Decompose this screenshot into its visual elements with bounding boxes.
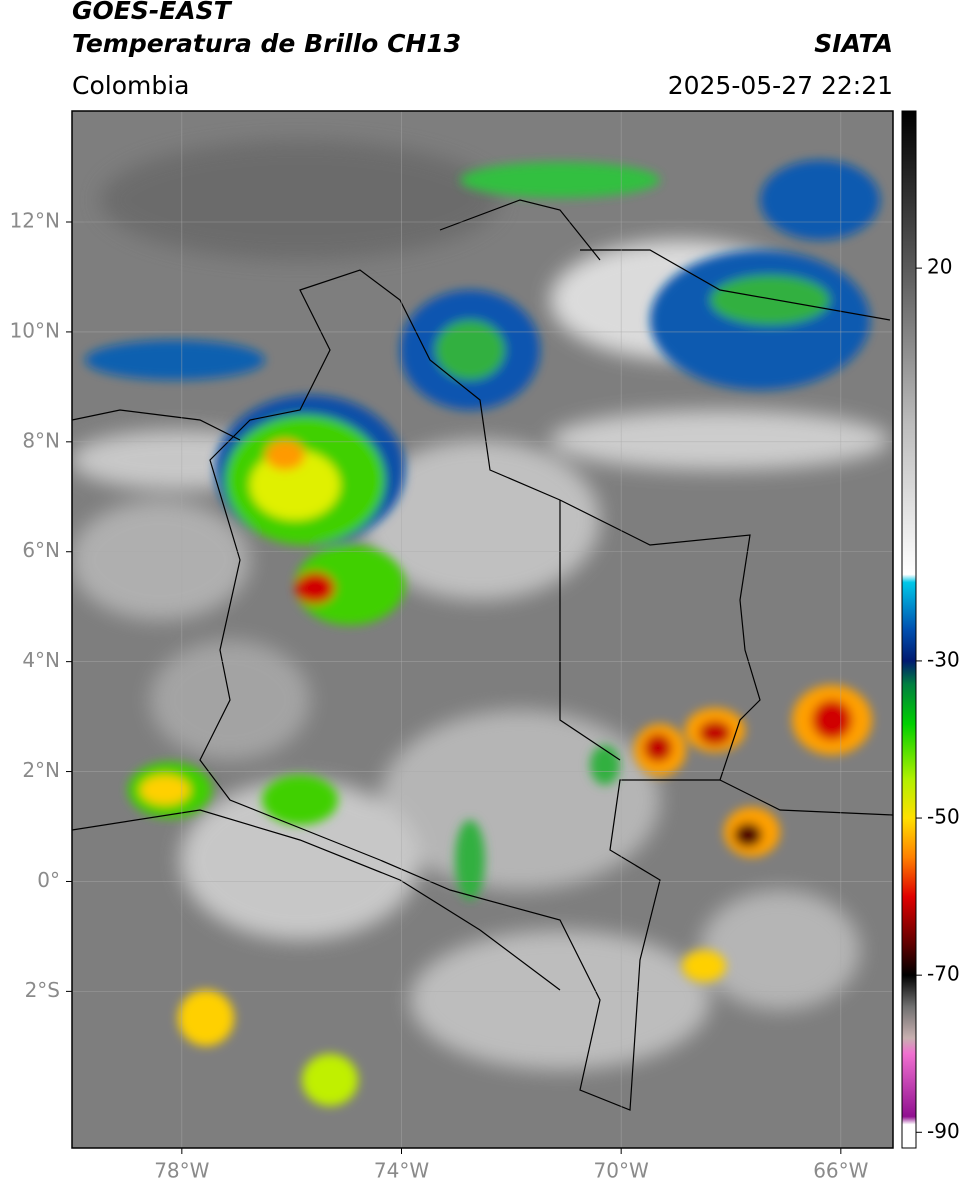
region: Colombia	[72, 71, 189, 100]
y-tick-label: 8°N	[22, 428, 60, 452]
source: SIATA	[814, 29, 893, 58]
x-tick-label: 74°W	[374, 1159, 429, 1183]
datetime: 2025-05-27 22:21	[668, 71, 893, 100]
y-tick-label: 2°N	[22, 758, 60, 782]
colorbar-tick-label: -70	[927, 962, 960, 986]
colorbar	[901, 110, 917, 1149]
subtitle: Temperatura de Brillo CH13	[72, 29, 461, 58]
y-tick-label: 2°S	[25, 978, 60, 1002]
colorbar-tick-label: -90	[927, 1119, 960, 1143]
y-tick-label: 12°N	[10, 209, 60, 233]
x-tick-label: 70°W	[594, 1159, 649, 1183]
colorbar-tick-label: -50	[927, 805, 960, 829]
y-tick-label: 6°N	[22, 538, 60, 562]
x-tick-label: 66°W	[813, 1159, 868, 1183]
colorbar-tick-label: -30	[927, 647, 960, 671]
satellite-image	[72, 111, 893, 1148]
y-tick-label: 0°	[37, 868, 60, 892]
map-frame	[71, 110, 894, 1149]
grid	[72, 111, 893, 1148]
title: GOES-EAST	[72, 0, 233, 25]
colorbar-tick-label: 20	[927, 255, 952, 279]
y-tick-label: 4°N	[22, 648, 60, 672]
x-tick-label: 78°W	[154, 1159, 209, 1183]
y-tick-label: 10°N	[10, 318, 60, 342]
